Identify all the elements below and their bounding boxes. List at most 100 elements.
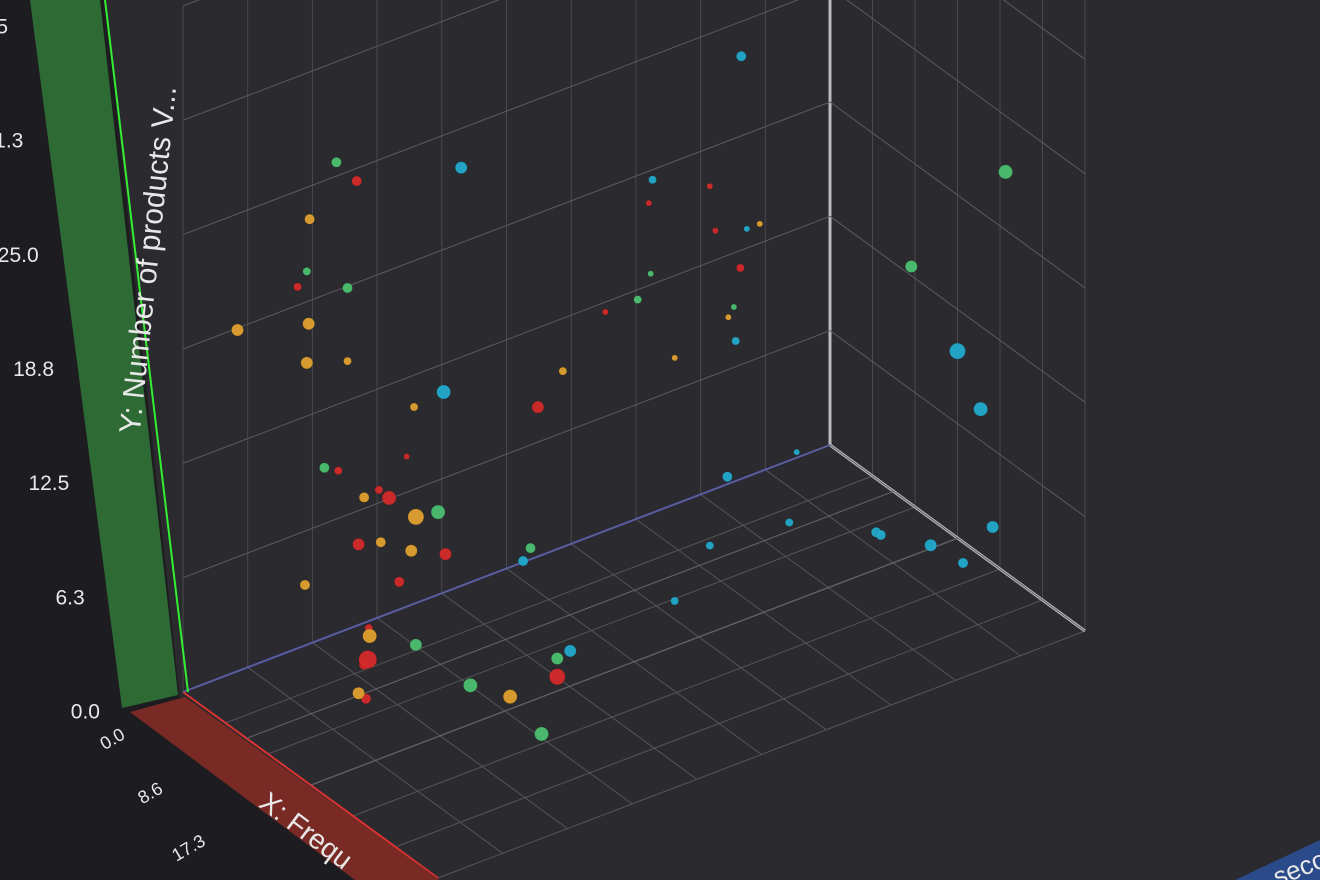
data-point (304, 213, 315, 225)
data-point (319, 462, 330, 474)
data-point (563, 644, 577, 658)
data-point (905, 260, 918, 273)
data-point (973, 401, 988, 417)
data-point (531, 400, 545, 414)
y-tick-label: 0.0 (71, 701, 100, 724)
data-point (405, 544, 418, 557)
y-tick-label: 18.8 (13, 358, 54, 381)
data-point (785, 518, 794, 527)
data-point (343, 356, 352, 366)
data-point (730, 303, 738, 311)
data-point (949, 342, 966, 360)
data-point (331, 157, 342, 168)
data-point (454, 161, 468, 174)
data-point (342, 282, 353, 294)
data-point (302, 317, 315, 330)
data-point (430, 504, 446, 520)
data-point (381, 490, 397, 506)
grid-line (1002, 0, 1086, 60)
data-point (712, 227, 719, 235)
data-point (645, 199, 653, 207)
floor-grid (352, 568, 1001, 817)
grid-line (310, 537, 959, 786)
data-point (409, 402, 419, 412)
data-point (551, 652, 564, 665)
grid-line (182, 330, 831, 579)
grid-line (182, 215, 831, 464)
data-point (375, 536, 387, 548)
data-point (463, 678, 478, 693)
data-point (394, 576, 405, 588)
y-tick-label: 25.0 (0, 244, 39, 267)
data-point (602, 308, 609, 316)
data-point (731, 336, 740, 346)
grid-line (829, 215, 1086, 403)
y-tick-label: 31.3 (0, 130, 23, 153)
data-point (736, 51, 747, 62)
data-point (793, 448, 800, 456)
data-point (409, 638, 423, 652)
data-point (986, 520, 999, 534)
data-point (670, 596, 679, 606)
data-point (300, 356, 314, 370)
data-point (756, 220, 764, 228)
floor-grid (225, 475, 873, 724)
data-point (299, 579, 311, 591)
data-point (403, 453, 410, 460)
data-point (525, 542, 536, 554)
x-axis-band (130, 697, 440, 880)
data-point (736, 263, 745, 273)
data-point (293, 282, 302, 292)
data-point (358, 492, 370, 503)
x-axis-line (182, 691, 439, 879)
z-axis-band (1235, 840, 1320, 880)
data-point (351, 175, 362, 187)
data-point (725, 314, 732, 321)
y-tick-label: 6.3 (55, 586, 84, 609)
data-point (998, 164, 1013, 180)
grid-line (182, 0, 800, 236)
y-tick-label: 37.5 (0, 16, 8, 39)
data-point (558, 366, 568, 376)
data-point (352, 687, 365, 700)
grid-line (182, 444, 831, 693)
data-point (362, 628, 377, 644)
points (231, 51, 1013, 742)
data-point (407, 508, 425, 526)
data-point (358, 650, 378, 669)
grid-line (182, 101, 831, 350)
data-point (705, 541, 715, 550)
data-point (706, 182, 714, 190)
floor-grid (395, 599, 1043, 848)
data-point (534, 726, 549, 742)
data-point (647, 270, 654, 278)
data-point (302, 267, 312, 276)
grid-line (829, 330, 1086, 518)
data-point (334, 466, 343, 475)
data-point (549, 668, 566, 686)
data-point (648, 175, 657, 184)
y-tick-label: 12.5 (28, 472, 69, 495)
grid-line (182, 0, 500, 121)
data-point (743, 225, 751, 233)
walls (182, 0, 1086, 879)
data-point (957, 557, 969, 569)
grid-line (846, 0, 1086, 175)
data-point (517, 555, 529, 567)
data-point (722, 471, 733, 482)
y-axis-band (30, 0, 178, 708)
data-point (352, 538, 365, 551)
data-point (924, 538, 937, 552)
grid-line (829, 101, 1086, 289)
data-point (374, 485, 384, 495)
data-point (671, 354, 678, 362)
floor-grid (437, 630, 1086, 879)
data-point (633, 295, 642, 304)
data-point (231, 323, 244, 337)
floor-grid (267, 506, 916, 755)
data-point (875, 529, 887, 541)
data-point (439, 547, 452, 561)
data-point (436, 384, 451, 400)
y-axis-line (104, 0, 189, 693)
